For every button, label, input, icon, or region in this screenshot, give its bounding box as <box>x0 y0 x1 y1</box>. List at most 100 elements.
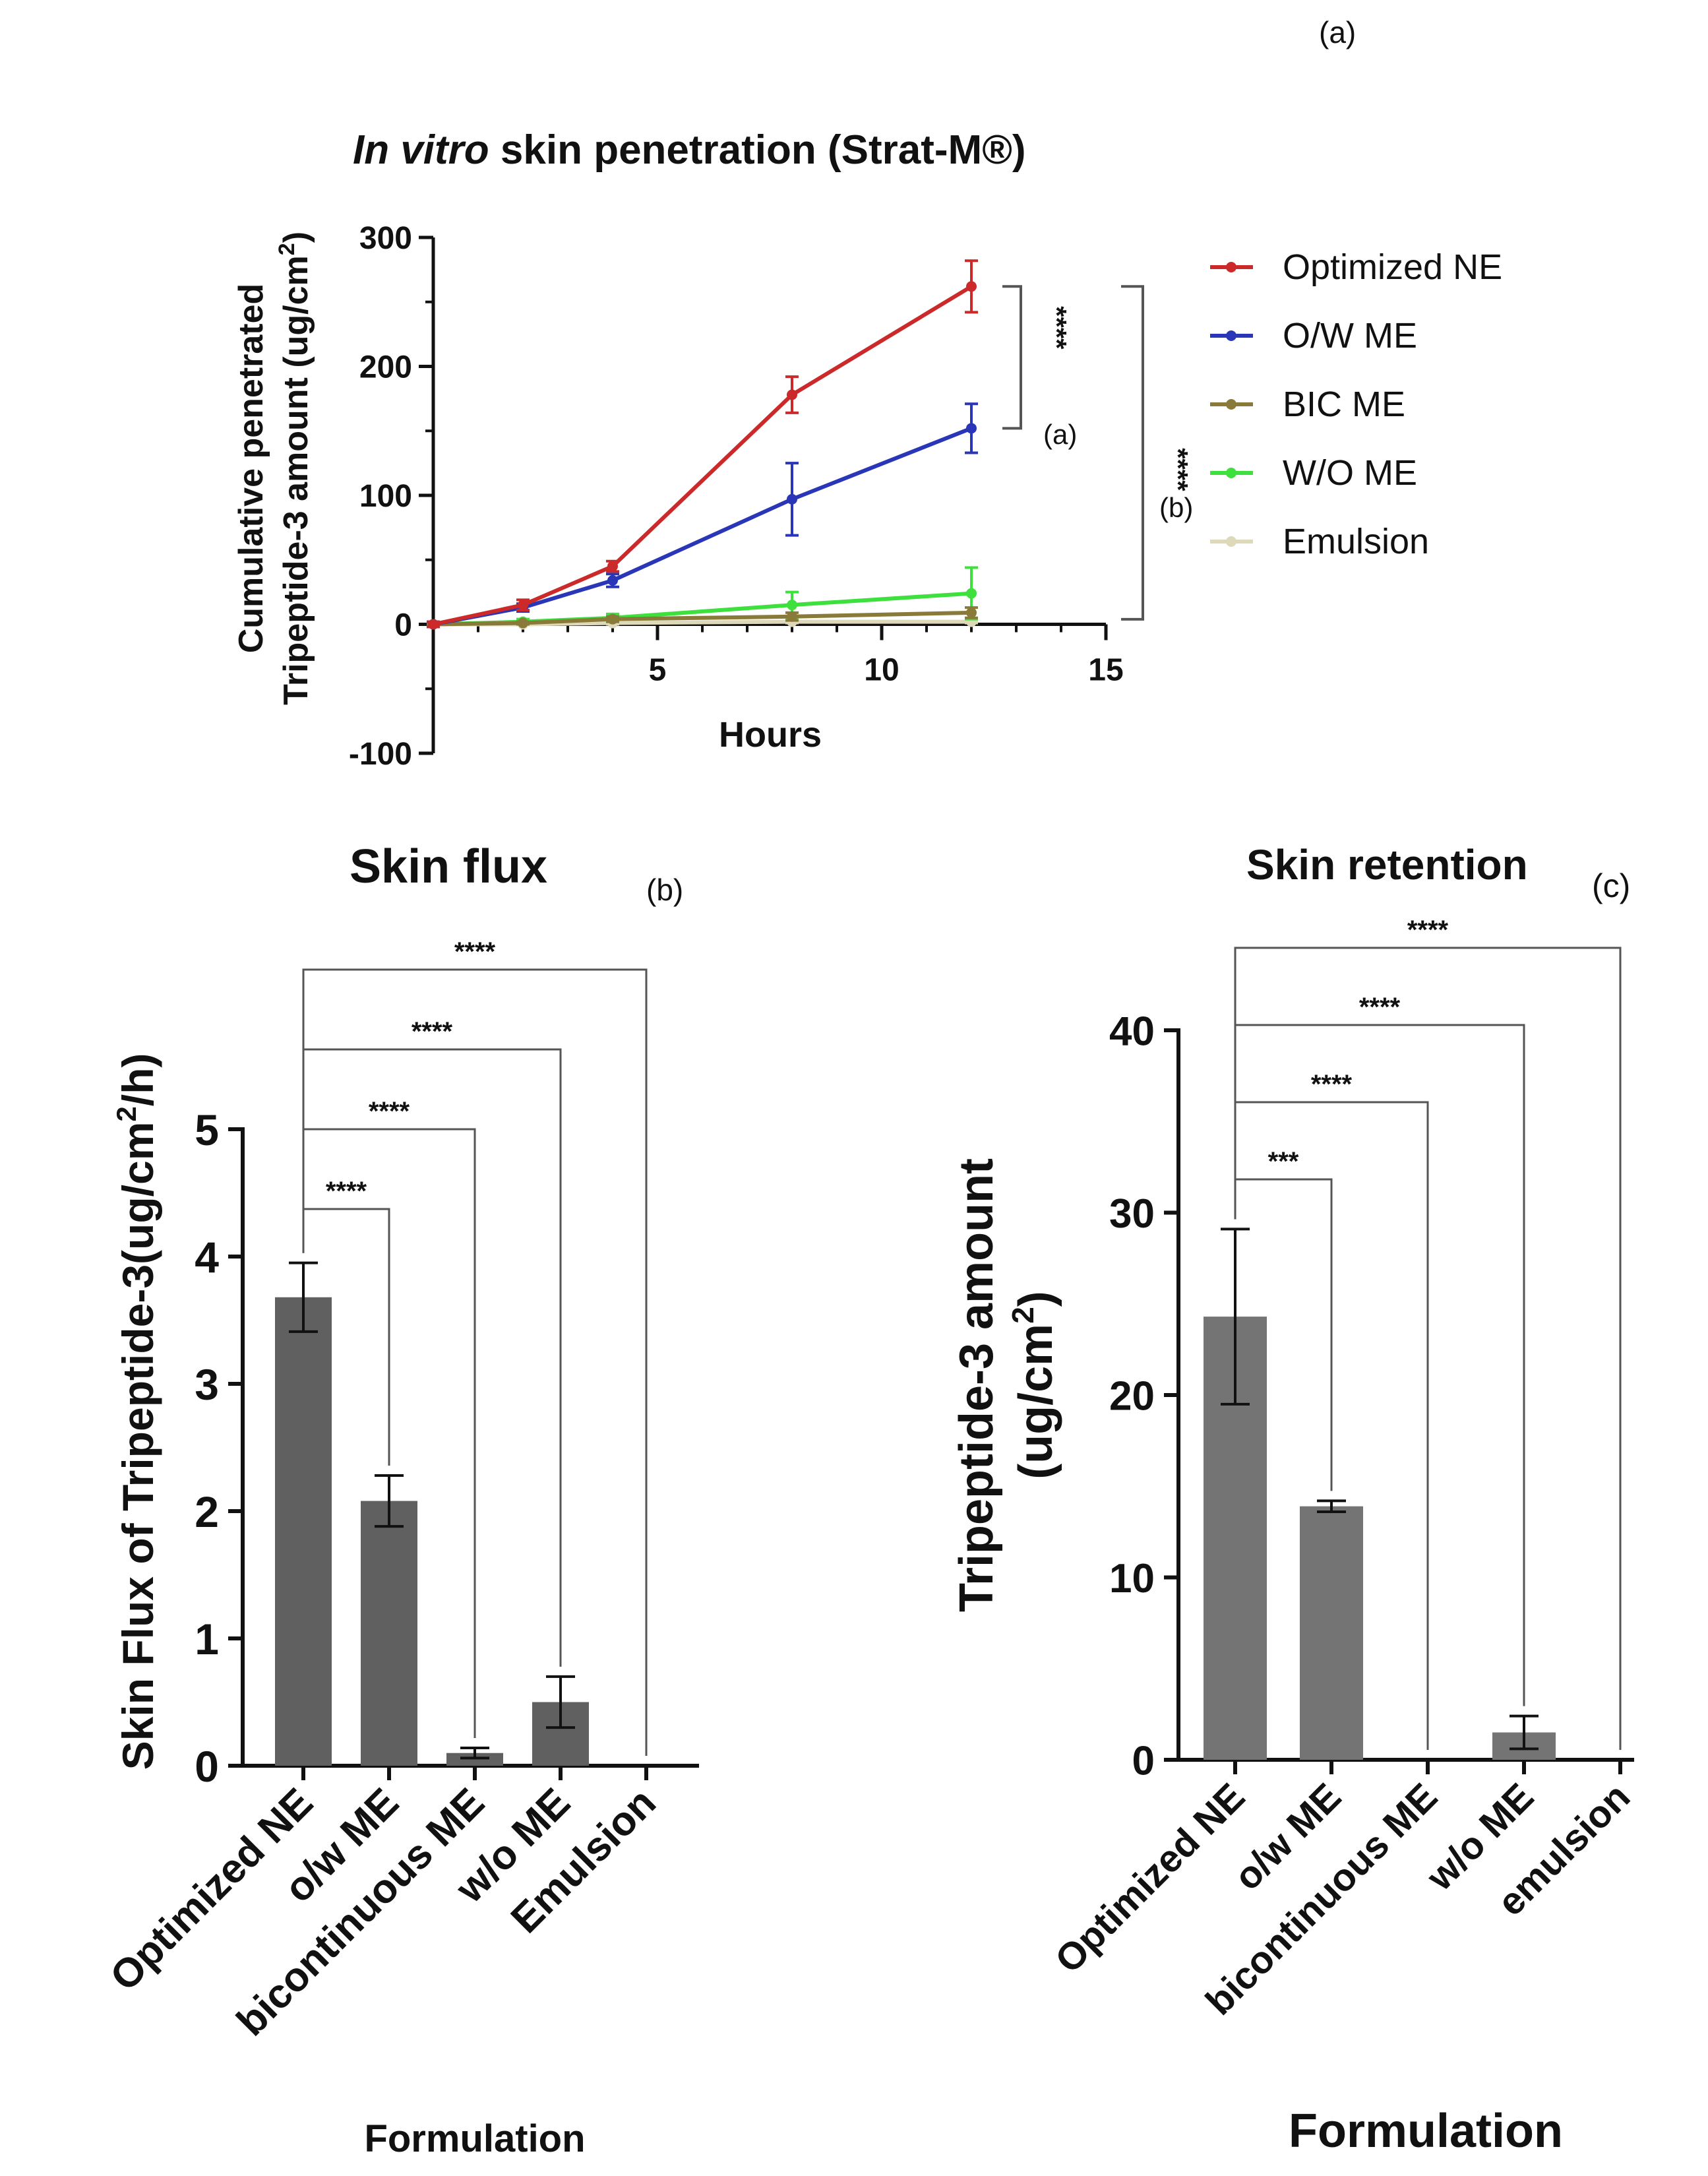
data-point <box>518 617 528 629</box>
retention-significance-bracket <box>1234 947 1622 1750</box>
line-y-tick-label: 100 <box>359 479 412 514</box>
retention-y-tick-label: 0 <box>1132 1738 1155 1784</box>
line-legend: Optimized NE O/W ME BIC ME W/O ME Emulsion <box>1210 247 1502 561</box>
line-x-tick-label: 10 <box>864 653 899 688</box>
retention-category-label: Optimized NE <box>1047 1775 1254 1981</box>
bracket-a-label: (a) <box>1043 419 1077 450</box>
retention-y-tick-label: 30 <box>1109 1191 1155 1237</box>
retention-y-tick-label: 20 <box>1109 1373 1155 1419</box>
data-point <box>966 281 977 292</box>
series-blue <box>427 402 978 630</box>
flux-y-label-prefix: Skin Flux of Tripeptide-3(ug/cm <box>113 1122 162 1770</box>
bracket-b-stars: **** <box>1163 448 1194 491</box>
flux-y-tick-label: 5 <box>195 1105 219 1154</box>
bar-chart-skin-retention: Skin retention (c) Tripeptide-3 amount (… <box>950 841 1638 2158</box>
panel-a-label: (a) <box>1319 15 1356 49</box>
data-point <box>607 613 618 625</box>
legend-label: O/W ME <box>1283 316 1417 356</box>
bar-chart-skin-flux: Skin flux (b) Skin Flux of Tripeptide-3(… <box>102 840 699 2160</box>
line-chart-title: In vitro skin penetration (Strat-M®) <box>353 127 1026 173</box>
line-y-label-end: ) <box>277 232 315 243</box>
legend-swatch-marker <box>1226 468 1236 478</box>
retention-y-label-line1: Tripeptide-3 amount <box>950 1158 1003 1612</box>
line-x-tick-label: 5 <box>649 653 667 688</box>
retention-significance-bracket <box>1234 1024 1525 1706</box>
data-point <box>787 389 797 400</box>
data-point <box>966 423 977 434</box>
skin-retention-title: Skin retention <box>1246 841 1528 888</box>
legend-swatch-marker <box>1226 536 1236 547</box>
retention-bar <box>1300 1506 1363 1760</box>
flux-y-label-suffix: /h) <box>113 1053 162 1107</box>
retention-significance-stars: **** <box>1407 916 1449 945</box>
data-point <box>607 561 618 572</box>
line-axes: 300 200 100 0 -100 5 10 15 <box>349 221 1124 772</box>
legend-label: Optimized NE <box>1283 247 1502 287</box>
legend-swatch-marker <box>1226 399 1236 410</box>
flux-y-tick-label: 1 <box>195 1615 219 1663</box>
line-x-axis-label: Hours <box>719 715 822 755</box>
retention-y-label-sup: 2 <box>1006 1307 1040 1324</box>
line-y-tick-label: 200 <box>359 350 412 385</box>
retention-significance-stars: *** <box>1268 1147 1299 1176</box>
retention-significance-stars: **** <box>1359 993 1401 1022</box>
legend-label: W/O ME <box>1283 453 1417 493</box>
line-y-axis-label: Cumulative penetrated Tripeptide-3 amoun… <box>232 232 315 705</box>
data-point <box>518 600 528 611</box>
flux-significance-stars: **** <box>326 1177 367 1206</box>
data-point <box>787 611 797 622</box>
series-line <box>433 426 973 627</box>
panel-c-label: (c) <box>1592 867 1630 904</box>
line-y-tick-label: 0 <box>394 608 412 643</box>
legend-swatch-marker <box>1226 262 1236 272</box>
legend-swatch-marker <box>1226 330 1236 341</box>
line-x-tick-label: 15 <box>1088 653 1123 688</box>
panel-b-label: (b) <box>646 873 683 907</box>
data-point <box>787 493 797 505</box>
retention-y-tick-label: 40 <box>1109 1009 1155 1054</box>
retention-y-axis-label: Tripeptide-3 amount (ug/cm2) <box>950 1158 1062 1612</box>
line-y-label-line2-main: Tripeptide-3 amount (ug/cm <box>277 255 315 705</box>
line-y-label-sup: 2 <box>274 243 299 255</box>
line-chart-title-italic: In vitro <box>353 127 489 173</box>
retention-significance-stars: **** <box>1311 1070 1353 1099</box>
series-line <box>433 284 973 627</box>
flux-y-tick-label: 3 <box>195 1360 219 1409</box>
flux-bar <box>361 1501 417 1766</box>
flux-significance-stars: **** <box>454 937 496 966</box>
series-olive <box>427 606 978 630</box>
flux-significance-bracket <box>302 1048 562 1667</box>
flux-y-tick-label: 2 <box>195 1487 219 1536</box>
bracket-b <box>1121 285 1144 621</box>
bracket-a <box>1002 285 1022 430</box>
retention-y-label-line2: (ug/cm2) <box>1006 1291 1062 1479</box>
flux-significance-stars: **** <box>369 1097 410 1126</box>
significance-brackets-a: ****(a)****(b) <box>1002 285 1194 621</box>
retention-y-label-end: ) <box>1010 1291 1062 1307</box>
flux-y-axis-label: Skin Flux of Tripeptide-3(ug/cm2/h) <box>111 1053 162 1770</box>
line-chart-title-rest: skin penetration (Strat-M®) <box>489 127 1026 173</box>
line-series-group <box>427 259 978 630</box>
retention-x-axis-label: Formulation <box>1289 2105 1563 2158</box>
flux-significance-bracket <box>302 968 648 1756</box>
line-chart-panel-a: (a) In vitro skin penetration (Strat-M®)… <box>232 15 1502 772</box>
data-point <box>428 619 439 630</box>
data-point <box>966 588 977 599</box>
bracket-a-stars: **** <box>1041 306 1072 350</box>
legend-label: Emulsion <box>1283 522 1429 561</box>
line-y-label-line2: Tripeptide-3 amount (ug/cm2) <box>274 232 315 705</box>
flux-bar <box>275 1297 332 1766</box>
data-point <box>607 575 618 586</box>
flux-y-tick-label: 0 <box>195 1742 219 1791</box>
series-red <box>427 259 978 630</box>
line-y-tick-label: -100 <box>349 737 412 772</box>
flux-significance-stars: **** <box>412 1017 453 1046</box>
data-point <box>966 607 977 618</box>
legend-label: BIC ME <box>1283 385 1405 424</box>
flux-y-label-sup: 2 <box>111 1106 142 1121</box>
flux-y-tick-label: 4 <box>195 1233 219 1282</box>
line-y-tick-label: 300 <box>359 221 412 256</box>
